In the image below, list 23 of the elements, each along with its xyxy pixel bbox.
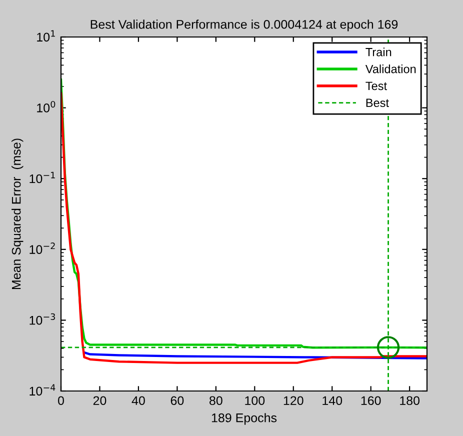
x-tick-label: 120 (284, 396, 304, 406)
y-axis-title: Mean Squared Error (mse) (12, 138, 24, 290)
x-axis-title: 189 Epochs (212, 413, 277, 425)
legend-label: Train (366, 48, 392, 56)
legend-label: Validation (365, 64, 416, 74)
x-tick-label: 100 (245, 396, 265, 406)
y-tick-label: 10$^{−4}$ (30, 384, 56, 396)
legend-label: Test (366, 82, 387, 90)
legend-label: Best (366, 98, 389, 108)
y-tick-label: 10$^{−3}$ (30, 313, 55, 325)
x-tick-label: 0 (58, 396, 64, 406)
y-tick-label: 10$^{−2}$ (30, 242, 55, 254)
x-tick-label: 140 (322, 396, 342, 406)
x-tick-label: 160 (361, 396, 381, 406)
x-tick-label: 40 (132, 396, 145, 406)
y-tick-label: 10$^{−1}$ (30, 172, 55, 184)
x-tick-label: 180 (400, 396, 420, 406)
y-tick-label: 10$^{1}$ (37, 30, 55, 42)
x-tick-label: 80 (210, 396, 222, 406)
x-tick-label: 60 (170, 396, 184, 406)
y-tick-label: 10$^{0}$ (37, 100, 56, 112)
chart-title: Best Validation Performance is 0.0004124 at epoch 169 (90, 20, 398, 32)
x-tick-label: 20 (93, 396, 106, 406)
